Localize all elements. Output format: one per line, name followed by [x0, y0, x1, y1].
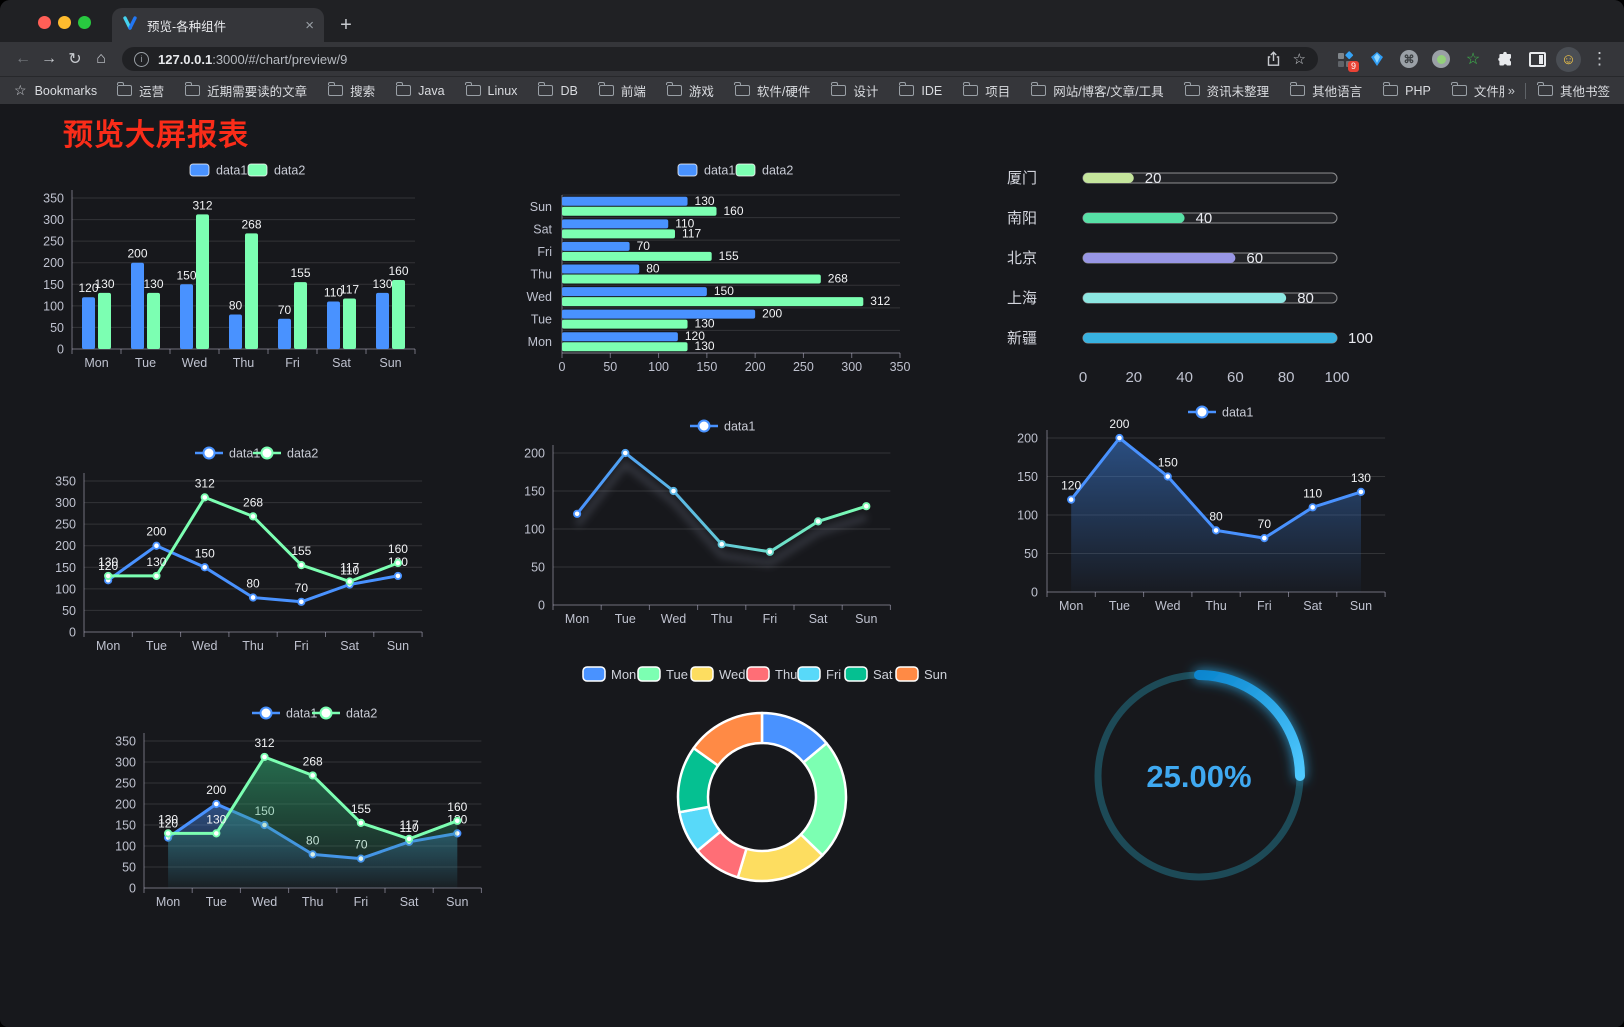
extension-record-icon[interactable]: [1432, 50, 1450, 68]
folder-icon: [1451, 82, 1467, 96]
tab-title: 预览-各种组件: [147, 19, 227, 34]
url-text[interactable]: 127.0.0.1:3000/#/chart/preview/9: [158, 52, 1254, 67]
bookmark-label: Linux: [487, 83, 518, 98]
bookmark-item[interactable]: 运营: [117, 81, 164, 100]
bookmark-item[interactable]: 网站/博客/文章/工具: [1030, 81, 1164, 100]
bookmark-item[interactable]: Java: [395, 82, 445, 98]
folder-icon: [830, 82, 847, 96]
bookmark-label: 前端: [620, 85, 646, 99]
browser-toolbar: ← → ↻ ⌂ i 127.0.0.1:3000/#/chart/preview…: [0, 42, 1624, 76]
forward-button[interactable]: →: [41, 50, 57, 67]
reload-button[interactable]: ↻: [68, 51, 82, 68]
tab-strip: 预览-各种组件 × +: [0, 0, 1624, 42]
extensions-area: 9 ⌘ ☆: [1336, 50, 1546, 72]
window-controls: [38, 16, 91, 29]
tab-close-icon[interactable]: ×: [305, 16, 314, 34]
folder-icon: [537, 82, 554, 96]
side-panel-icon[interactable]: [1528, 50, 1546, 68]
folder-icon: [395, 82, 412, 96]
bookmark-label: 运营: [139, 85, 165, 99]
bookmark-label: 项目: [985, 85, 1011, 99]
bookmark-label: 文件服务器: [1473, 85, 1504, 99]
folder-icon: [465, 82, 481, 96]
profile-avatar[interactable]: ☺: [1556, 46, 1581, 72]
folder-icon: [184, 82, 201, 96]
bookmark-item[interactable]: 文件服务器: [1451, 81, 1504, 100]
bookmarks-divider: [1524, 82, 1526, 99]
window-minimize-button[interactable]: [58, 16, 71, 29]
bookmarks-list: 运营 近期需要读的文章 搜索 Java Linux DB 前端 游戏 软件/硬件 设计 IDE 项目 网…: [117, 81, 1504, 100]
tab-favicon-icon: [122, 15, 138, 36]
bookmark-item[interactable]: 其他语言: [1289, 81, 1363, 100]
url-host: 127.0.0.1: [158, 51, 213, 67]
vue-devtools-icon[interactable]: [1368, 50, 1386, 68]
bookmark-label: 软件/硬件: [756, 85, 811, 99]
folder-icon: [327, 82, 344, 96]
folder-icon: [734, 82, 750, 96]
evernote-star-icon[interactable]: ☆: [1465, 51, 1481, 68]
other-bookmarks-folder[interactable]: 其他书签: [1537, 81, 1610, 100]
extension-grid-icon[interactable]: 9: [1336, 50, 1359, 72]
folder-icon: [666, 82, 682, 96]
bookmark-item[interactable]: 资讯未整理: [1184, 81, 1270, 100]
window-zoom-button[interactable]: [78, 16, 91, 29]
bookmark-label: 搜索: [350, 85, 376, 99]
bookmark-item[interactable]: 近期需要读的文章: [184, 81, 308, 100]
bookmarks-bar: ☆ Bookmarks 运营 近期需要读的文章 搜索 Java Linux DB 前端 游戏 软…: [0, 76, 1624, 104]
bookmark-item[interactable]: 项目: [962, 81, 1011, 100]
extension-badge: 9: [1347, 61, 1359, 72]
bookmark-label: DB: [560, 83, 578, 98]
dashboard-page: 预览大屏报表: [0, 104, 1624, 1027]
bookmark-star-icon[interactable]: ☆: [1292, 51, 1306, 68]
bookmark-item[interactable]: 软件/硬件: [734, 81, 811, 100]
extensions-puzzle-icon[interactable]: [1496, 50, 1514, 68]
browser-menu-icon[interactable]: ⋮: [1591, 49, 1608, 68]
browser-tab[interactable]: 预览-各种组件 ×: [112, 8, 324, 42]
folder-icon: [1184, 82, 1200, 96]
new-tab-button[interactable]: +: [340, 14, 352, 36]
bookmark-label: 设计: [853, 85, 879, 99]
bookmark-item[interactable]: 游戏: [666, 81, 714, 100]
bookmark-label: 近期需要读的文章: [207, 85, 308, 99]
bookmark-item[interactable]: PHP: [1382, 82, 1431, 98]
url-path: :3000/#/chart/preview/9: [212, 51, 348, 67]
bookmark-label: 资讯未整理: [1206, 85, 1270, 99]
folder-icon: [117, 82, 133, 96]
url-bar[interactable]: i 127.0.0.1:3000/#/chart/preview/9 ☆: [122, 47, 1318, 71]
bookmark-label: IDE: [921, 83, 943, 98]
other-bookmarks-label: 其他书签: [1559, 85, 1610, 99]
bookmark-label: 游戏: [688, 85, 714, 99]
folder-icon: [962, 82, 979, 96]
bookmark-item[interactable]: DB: [537, 82, 578, 98]
bookmarks-label[interactable]: Bookmarks: [34, 83, 98, 98]
folder-icon: [598, 82, 614, 96]
bookmark-item[interactable]: Linux: [465, 82, 518, 98]
bookmarks-star-icon[interactable]: ☆: [14, 82, 27, 98]
folder-icon: [898, 82, 915, 96]
site-info-icon[interactable]: i: [134, 51, 149, 67]
back-button[interactable]: ←: [15, 50, 31, 67]
bookmark-item[interactable]: 前端: [598, 81, 646, 100]
folder-icon: [1537, 82, 1553, 96]
share-icon[interactable]: [1266, 51, 1281, 67]
bookmark-item[interactable]: 设计: [830, 81, 879, 100]
folder-icon: [1289, 82, 1306, 96]
bookmark-label: Java: [418, 83, 445, 98]
extension-command-icon[interactable]: ⌘: [1400, 50, 1418, 68]
bookmark-item[interactable]: IDE: [898, 82, 943, 98]
folder-icon: [1382, 82, 1399, 96]
window-close-button[interactable]: [38, 16, 51, 29]
bookmark-label: 其他语言: [1312, 85, 1363, 99]
page-title: 预览大屏报表: [63, 119, 249, 152]
folder-icon: [1030, 82, 1047, 96]
bookmark-item[interactable]: 搜索: [327, 81, 376, 100]
bookmark-label: 网站/博客/文章/工具: [1053, 85, 1164, 99]
bookmarks-overflow-chevron[interactable]: »: [1507, 83, 1515, 98]
bookmark-label: PHP: [1405, 83, 1431, 98]
home-button[interactable]: ⌂: [96, 50, 106, 67]
